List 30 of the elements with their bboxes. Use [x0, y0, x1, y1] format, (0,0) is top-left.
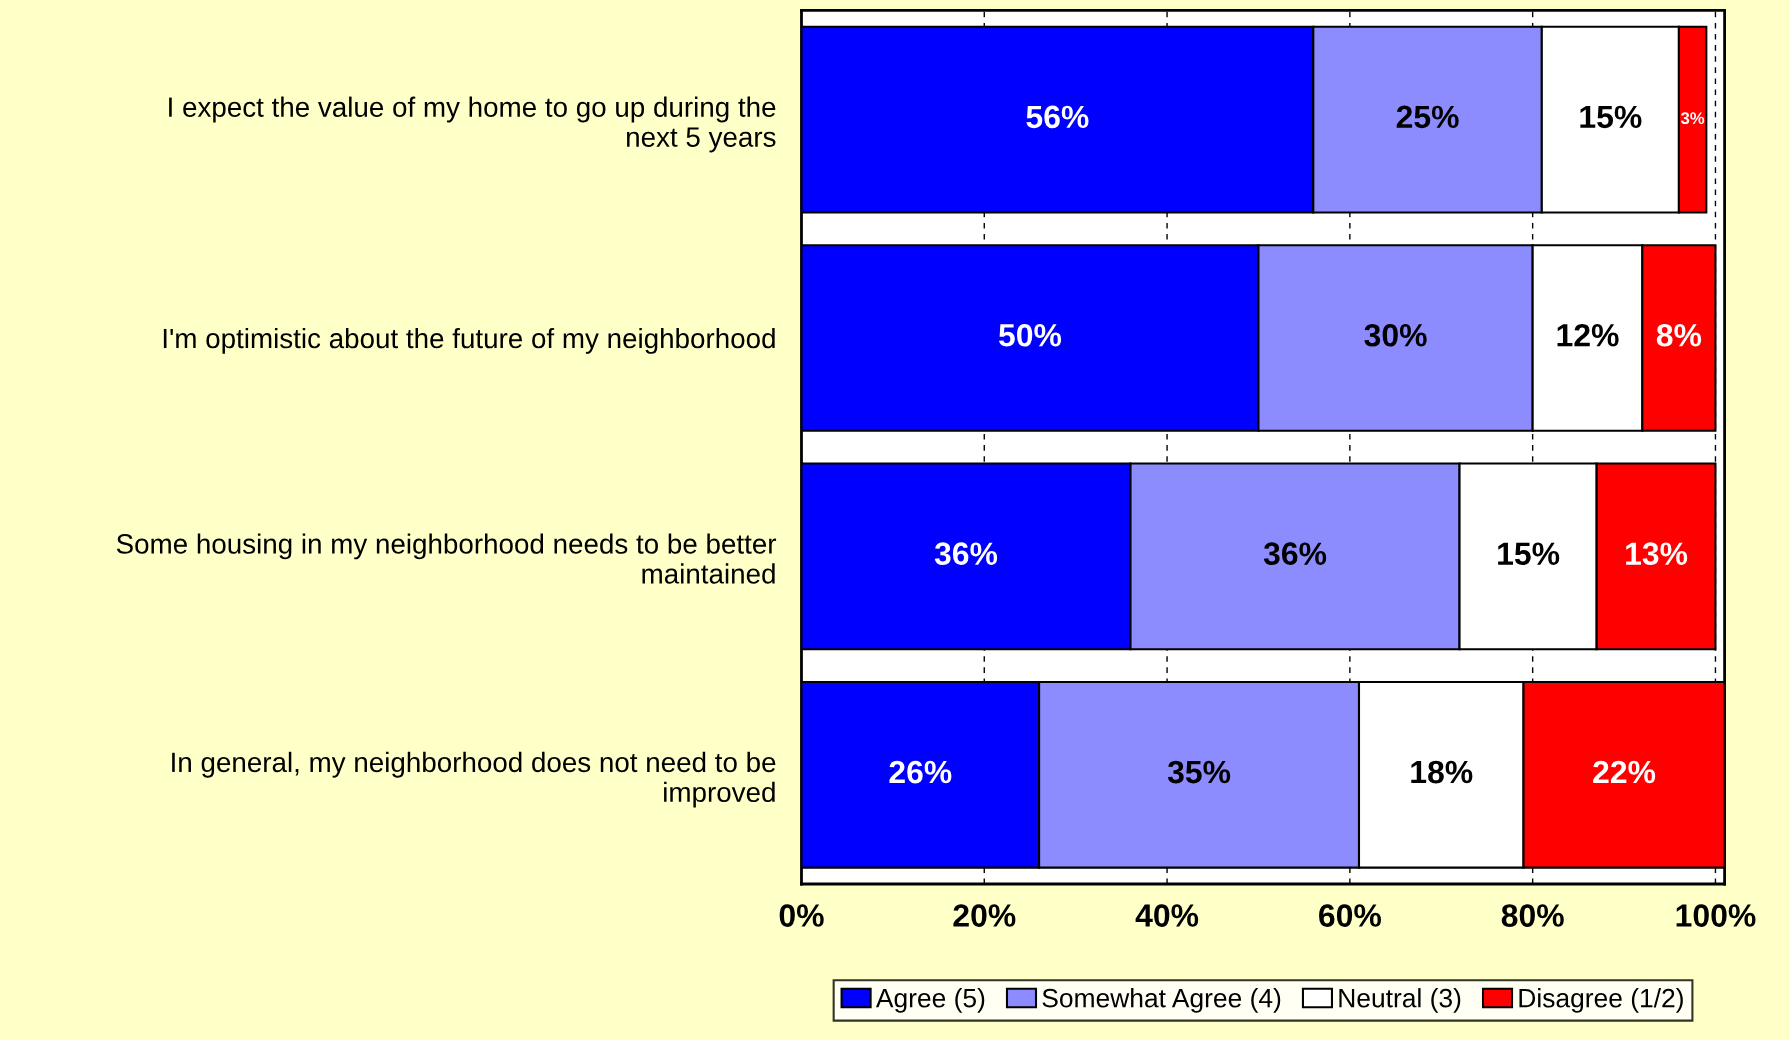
text: 36% — [1263, 542, 1327, 566]
legend-label: Somewhat Agree (4) — [1042, 988, 1281, 1013]
text: 18% — [1411, 760, 1473, 784]
text: 15% — [1580, 105, 1642, 129]
x-tick-label: 100% — [1676, 904, 1756, 927]
text: 22% — [1593, 760, 1656, 784]
x-tick-label: 40% — [1135, 904, 1199, 927]
text: 36% — [934, 542, 998, 566]
y-tick-label: In general, my neighborhood does not need to be improved — [172, 751, 776, 808]
legend-label: Neutral (3) — [1339, 988, 1461, 1013]
y-tick-label: I'm optimistic about the future of my neighborhood — [163, 327, 775, 354]
y-tick-label: Some housing in my neighborhood needs to be better maintained — [116, 533, 777, 584]
legend-label: Disagree (1/2) — [1519, 988, 1683, 1013]
text: 30% — [1364, 323, 1427, 347]
text: 3% — [1680, 112, 1705, 125]
text: 8% — [1656, 323, 1702, 347]
text: 13% — [1626, 542, 1688, 566]
text: 56% — [1026, 105, 1089, 129]
x-tick-label: 60% — [1319, 904, 1381, 927]
text: 35% — [1167, 760, 1231, 784]
text: 26% — [889, 760, 952, 784]
x-tick-label: 0% — [779, 904, 824, 927]
y-tick-label: I expect the value of my home to go up during the next 5 years — [169, 96, 776, 153]
text: 25% — [1396, 105, 1459, 129]
text: 12% — [1557, 323, 1619, 347]
x-tick-label: 80% — [1501, 904, 1564, 927]
legend-label: Agree (5) — [875, 988, 985, 1013]
text: 50% — [998, 323, 1062, 347]
text: 15% — [1498, 542, 1560, 565]
x-tick-label: 20% — [953, 904, 1016, 927]
